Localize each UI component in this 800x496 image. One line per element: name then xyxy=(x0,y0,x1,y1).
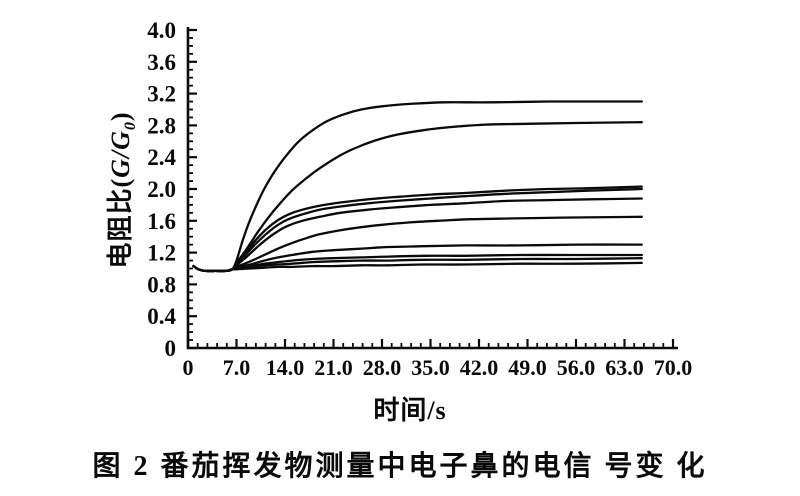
x-tick-label: 56.0 xyxy=(557,355,596,380)
x-axis-label: 时间/s xyxy=(373,396,447,425)
y-tick-label: 1.2 xyxy=(147,241,176,266)
y-axis-label-subscript: 0 xyxy=(122,121,140,131)
x-tick-label: 49.0 xyxy=(508,355,547,380)
y-tick-label: 1.6 xyxy=(147,209,176,234)
x-tick-label: 70.0 xyxy=(654,355,693,380)
x-tick-label: 42.0 xyxy=(460,355,499,380)
y-axis-label-suffix: ) xyxy=(106,111,135,122)
y-tick-label: 0 xyxy=(165,336,177,361)
x-tick-label: 21.0 xyxy=(314,355,353,380)
y-axis-label-prefix: 电阻比( xyxy=(106,177,135,269)
y-axis-label-variable: G/G xyxy=(106,130,135,178)
x-tick-label: 63.0 xyxy=(605,355,644,380)
y-axis-label: 电阻比(G/G0) xyxy=(100,88,140,292)
y-tick-label: 2.4 xyxy=(147,145,176,170)
y-tick-label: 2.0 xyxy=(147,177,176,202)
y-tick-label: 4.0 xyxy=(147,18,176,43)
y-tick-label: 2.8 xyxy=(147,113,176,138)
y-tick-label: 3.6 xyxy=(147,50,176,75)
x-tick-label: 0 xyxy=(183,355,194,380)
x-tick-label: 28.0 xyxy=(363,355,402,380)
x-tick-label: 35.0 xyxy=(411,355,450,380)
chart-canvas: 0 0.4 0.8 1.2 1.6 2.0 2.4 2.8 3.2 3.6 4.0 0 7.0 14.0 2… xyxy=(147,18,693,380)
y-tick-label: 0.4 xyxy=(147,304,176,329)
x-tick-label: 7.0 xyxy=(223,355,251,380)
x-tick-label: 14.0 xyxy=(266,355,305,380)
figure-caption: 图 2 番茄挥发物测量中电子鼻的电信 号变 化 xyxy=(92,451,708,482)
y-tick-label: 0.8 xyxy=(147,272,176,297)
y-tick-label: 3.2 xyxy=(147,82,176,107)
sensor-curve-10 xyxy=(192,261,643,273)
